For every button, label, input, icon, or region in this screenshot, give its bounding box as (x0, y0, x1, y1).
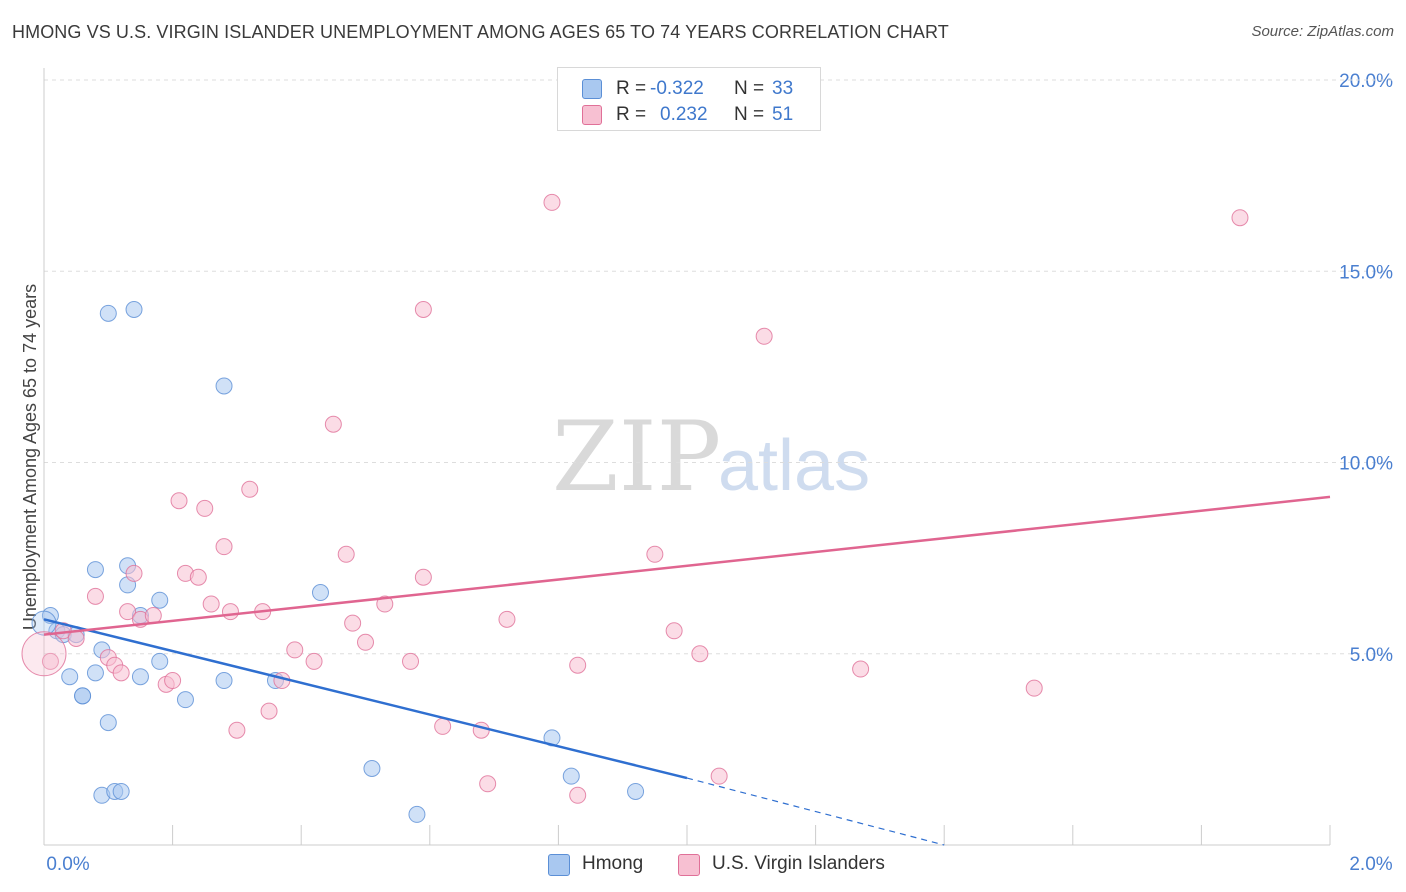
hmong-point (86, 561, 104, 579)
hmong-point (112, 782, 130, 800)
virgin-islanders-point (414, 301, 432, 318)
hmong-point (562, 767, 580, 785)
virgin-islanders-point (86, 587, 104, 605)
virgin-islanders-point (241, 480, 259, 498)
legend-r-label: R = (616, 104, 647, 125)
legend-n-value: 51 (772, 104, 794, 125)
x-tick-label: 0.0% (46, 854, 89, 875)
hmong-point (99, 714, 117, 732)
virgin-islanders-point (414, 568, 432, 586)
virgin-islanders-point (221, 603, 239, 621)
legend-label-hmong: Hmong (582, 853, 644, 874)
virgin-islanders-point (344, 614, 362, 632)
legend-n-label: N = (734, 104, 765, 125)
series-legend: Hmong U.S. Virgin Islanders (0, 852, 1406, 878)
virgin-islanders-point (21, 631, 67, 677)
y-tick-label: 5.0% (1350, 645, 1393, 666)
virgin-islanders-point (324, 415, 342, 433)
virgin-islanders-point (1231, 209, 1249, 227)
virgin-islanders-point (196, 499, 214, 517)
virgin-islanders-point (646, 545, 664, 563)
legend-swatch-hmong (582, 79, 602, 99)
legend-r-value: 0.232 (660, 104, 708, 125)
virgin-islanders-point (569, 786, 587, 804)
hmong-point (86, 664, 104, 682)
hmong-point (363, 760, 381, 777)
virgin-islanders-point (434, 717, 452, 735)
legend-swatch-virgin-islanders (678, 854, 700, 876)
virgin-islanders-point (305, 652, 323, 670)
chart-title: HMONG VS U.S. VIRGIN ISLANDER UNEMPLOYME… (12, 22, 949, 42)
watermark-atlas: atlas (718, 426, 870, 506)
hmong-point (151, 652, 169, 670)
virgin-islanders-point (189, 568, 207, 586)
legend-swatch-hmong (548, 854, 570, 876)
hmong-point (215, 672, 233, 690)
virgin-islanders-point (215, 538, 233, 556)
x-tick-label: 2.0% (1349, 854, 1392, 875)
y-tick-label: 20.0% (1339, 71, 1393, 92)
virgin-islanders-point (41, 652, 59, 670)
legend-swatch-virgin-islanders (582, 105, 602, 125)
virgin-islanders-point (337, 545, 355, 563)
virgin-islanders-point (357, 633, 374, 651)
hmong-point (61, 668, 79, 686)
hmong-point (215, 377, 233, 395)
hmong-point (151, 591, 169, 609)
virgin-islanders-point (376, 595, 394, 613)
hmong-point (627, 782, 645, 800)
virgin-islanders-point (852, 660, 870, 678)
virgin-islanders-point (112, 664, 130, 682)
legend-r-value: -0.322 (650, 78, 704, 99)
source-credit: Source: ZipAtlas.com (1251, 23, 1394, 40)
virgin-islanders-point (710, 767, 728, 785)
hmong-trend-extension (686, 777, 945, 846)
virgin-islanders-point (569, 656, 587, 674)
virgin-islanders-point (1025, 679, 1043, 697)
virgin-islanders-point (125, 564, 143, 582)
y-tick-label: 10.0% (1339, 454, 1393, 475)
virgin-islanders-point (479, 775, 497, 793)
hmong-point (131, 668, 149, 686)
virgin-islanders-trend-line (43, 495, 1331, 636)
correlation-legend: R = -0.322 N = 33 R = 0.232 N = 51 (557, 67, 821, 131)
legend-n-label: N = (734, 78, 765, 99)
virgin-islanders-point (119, 603, 137, 621)
y-axis-label: Unemployment Among Ages 65 to 74 years (20, 284, 40, 630)
hmong-point (125, 301, 143, 318)
legend-label-virgin-islanders: U.S. Virgin Islanders (712, 853, 885, 874)
virgin-islanders-point (691, 645, 709, 663)
virgin-islanders-point (543, 193, 561, 211)
watermark-zip: ZIP (552, 401, 721, 513)
virgin-islanders-point (202, 595, 220, 613)
hmong-trend-line (43, 618, 688, 780)
virgin-islanders-point (164, 672, 182, 690)
legend-n-value: 33 (772, 78, 794, 99)
legend-row-hmong: R = -0.322 N = 33 (558, 76, 820, 102)
legend-r-label: R = (616, 78, 647, 99)
hmong-point (408, 805, 426, 823)
hmong-point (74, 687, 92, 705)
virgin-islanders-point (755, 327, 773, 345)
virgin-islanders-point (498, 610, 516, 628)
hmong-point (311, 584, 329, 602)
hmong-point (176, 691, 194, 709)
legend-row-virgin-islanders: R = 0.232 N = 51 (558, 102, 820, 128)
hmong-point (99, 304, 117, 322)
virgin-islanders-point (402, 652, 420, 670)
virgin-islanders-point (228, 721, 246, 739)
virgin-islanders-point (260, 702, 278, 720)
virgin-islanders-point (286, 641, 304, 659)
virgin-islanders-point (665, 622, 683, 640)
virgin-islanders-point (170, 492, 188, 510)
y-tick-label: 15.0% (1339, 262, 1393, 283)
